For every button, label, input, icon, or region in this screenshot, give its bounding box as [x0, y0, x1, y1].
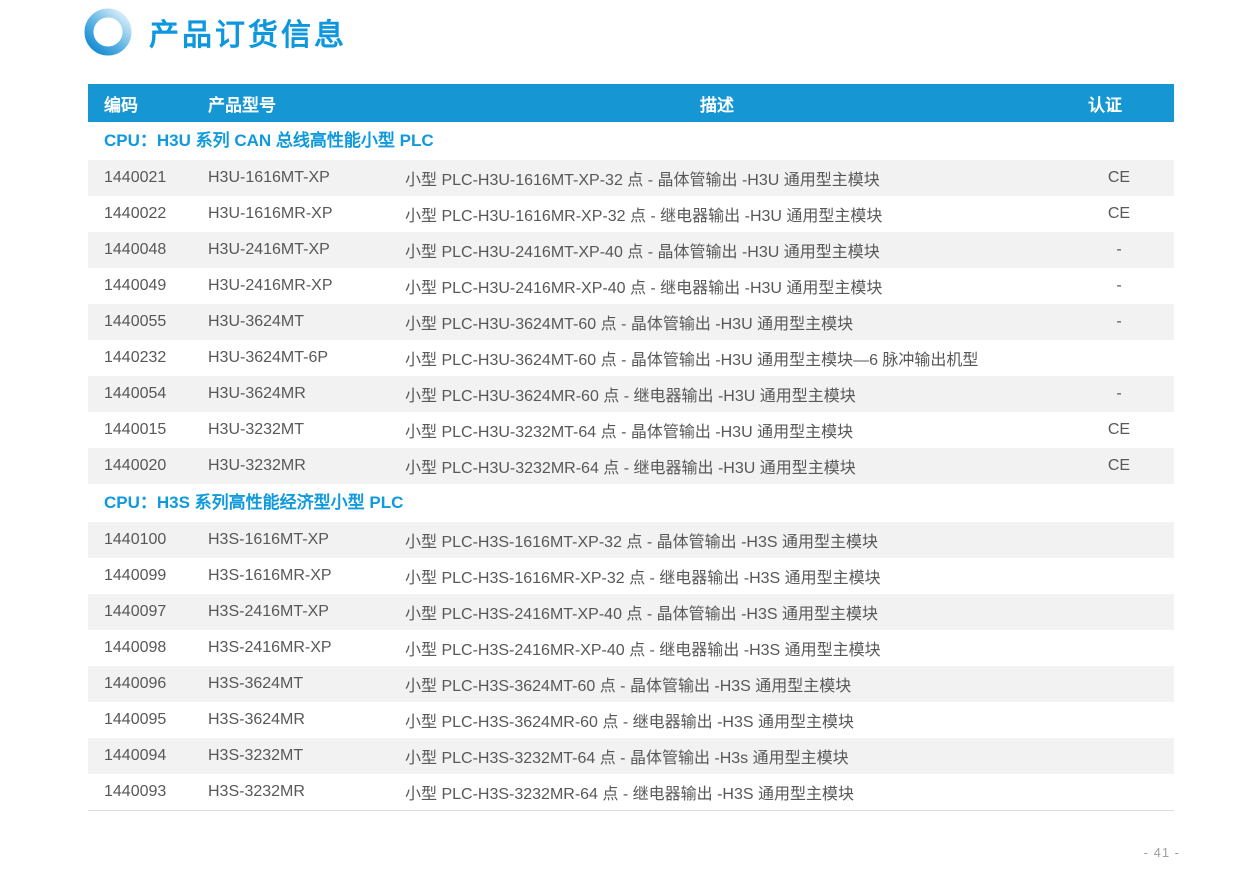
cell-code: 1440098 [104, 639, 167, 656]
cell-code: 1440093 [104, 783, 167, 800]
table-row: 1440093 H3S-3232MR 小型 PLC-H3S-3232MR-64 点 … [88, 774, 1174, 810]
cell-desc: 小型 PLC-H3S-1616MT-XP-32 点 - 晶体管输出 -H3S 通… [405, 534, 878, 551]
cell-code: 1440022 [104, 205, 167, 222]
cell-model: H3S-3624MR [208, 711, 305, 728]
cell-code: 1440055 [104, 313, 167, 330]
cell-model: H3U-2416MR-XP [208, 277, 333, 294]
cell-code: 1440097 [104, 603, 167, 620]
cell-model: H3U-2416MT-XP [208, 241, 330, 258]
cell-code: 1440021 [104, 169, 167, 186]
cell-desc: 小型 PLC-H3U-1616MR-XP-32 点 - 继电器输出 -H3U 通… [405, 208, 883, 225]
cell-desc: 小型 PLC-H3S-3232MT-64 点 - 晶体管输出 -H3s 通用型主… [405, 750, 849, 767]
table-body: CPU：H3U 系列 CAN 总线高性能小型 PLC 1440021 H3U-161… [88, 122, 1174, 810]
column-header-desc: 描述 [700, 95, 734, 115]
cell-code: 1440020 [104, 457, 167, 474]
cell-desc: 小型 PLC-H3S-2416MR-XP-40 点 - 继电器输出 -H3S 通… [405, 642, 881, 659]
cell-desc: 小型 PLC-H3U-2416MR-XP-40 点 - 继电器输出 -H3U 通… [405, 280, 883, 297]
page-title: 产品订货信息 [149, 19, 347, 52]
cell-desc: 小型 PLC-H3U-3624MR-60 点 - 继电器输出 -H3U 通用型主… [405, 388, 856, 405]
table-row: 1440097 H3S-2416MT-XP 小型 PLC-H3S-2416MT-XP… [88, 594, 1174, 630]
cell-desc: 小型 PLC-H3U-3624MT-60 点 - 晶体管输出 -H3U 通用型主… [405, 352, 979, 369]
table-row: 1440054 H3U-3624MR 小型 PLC-H3U-3624MR-60 点 … [88, 376, 1174, 412]
cell-model: H3S-3232MR [208, 783, 305, 800]
cell-desc: 小型 PLC-H3S-1616MR-XP-32 点 - 继电器输出 -H3S 通… [405, 570, 881, 587]
cell-code: 1440054 [104, 385, 167, 402]
table-row: 1440095 H3S-3624MR 小型 PLC-H3S-3624MR-60 点 … [88, 702, 1174, 738]
cell-code: 1440232 [104, 349, 167, 366]
cell-desc: 小型 PLC-H3U-1616MT-XP-32 点 - 晶体管输出 -H3U 通… [405, 172, 880, 189]
cell-cert: - [1116, 313, 1122, 330]
cell-cert: CE [1107, 421, 1131, 438]
table-row: 1440015 H3U-3232MT 小型 PLC-H3U-3232MT-64 点 … [88, 412, 1174, 448]
column-header-cert: 认证 [1088, 95, 1122, 115]
page-number: - 41 - [1143, 845, 1180, 860]
cell-model: H3S-2416MT-XP [208, 603, 329, 620]
table-row: 1440099 H3S-1616MR-XP 小型 PLC-H3S-1616MR-XP… [88, 558, 1174, 594]
cell-code: 1440048 [104, 241, 167, 258]
table-header-row: 编码 产品型号 描述 认证 [88, 84, 1174, 122]
cell-code: 1440049 [104, 277, 167, 294]
table-row: 1440232 H3U-3624MT-6P 小型 PLC-H3U-3624MT-60… [88, 340, 1174, 376]
table-row: 1440055 H3U-3624MT 小型 PLC-H3U-3624MT-60 点 … [88, 304, 1174, 340]
table-row: 1440021 H3U-1616MT-XP 小型 PLC-H3U-1616MT-XP… [88, 160, 1174, 196]
table-row: 1440098 H3S-2416MR-XP 小型 PLC-H3S-2416MR-XP… [88, 630, 1174, 666]
cell-model: H3U-1616MR-XP [208, 205, 333, 222]
cell-model: H3U-3232MT [208, 421, 305, 438]
cell-model: H3U-3624MT [208, 313, 305, 330]
table-row: 1440048 H3U-2416MT-XP 小型 PLC-H3U-2416MT-XP… [88, 232, 1174, 268]
cell-code: 1440015 [104, 421, 167, 438]
column-header-model: 产品型号 [208, 95, 276, 115]
cell-model: H3S-1616MT-XP [208, 531, 329, 548]
cell-desc: 小型 PLC-H3U-3232MR-64 点 - 继电器输出 -H3U 通用型主… [405, 460, 856, 477]
cell-code: 1440096 [104, 675, 167, 692]
cell-model: H3S-2416MR-XP [208, 639, 332, 656]
table-row: 1440020 H3U-3232MR 小型 PLC-H3U-3232MR-64 点 … [88, 448, 1174, 484]
cell-desc: 小型 PLC-H3U-2416MT-XP-40 点 - 晶体管输出 -H3U 通… [405, 244, 880, 261]
cell-cert: - [1116, 277, 1122, 294]
cell-model: H3S-3232MT [208, 747, 304, 764]
cell-model: H3U-3624MT-6P [208, 349, 329, 366]
column-header-code: 编码 [104, 95, 138, 115]
section-title: CPU：H3S 系列高性能经济型小型 PLC [88, 484, 1174, 522]
section-title: CPU：H3U 系列 CAN 总线高性能小型 PLC [88, 122, 1174, 160]
table-row: 1440022 H3U-1616MR-XP 小型 PLC-H3U-1616MR-XP… [88, 196, 1174, 232]
cell-code: 1440094 [104, 747, 167, 764]
cell-code: 1440095 [104, 711, 167, 728]
cell-desc: 小型 PLC-H3S-3624MT-60 点 - 晶体管输出 -H3S 通用型主… [405, 678, 852, 695]
cell-desc: 小型 PLC-H3S-3624MR-60 点 - 继电器输出 -H3S 通用型主… [405, 714, 854, 731]
cell-code: 1440100 [104, 531, 167, 548]
cell-desc: 小型 PLC-H3U-3624MT-60 点 - 晶体管输出 -H3U 通用型主… [405, 316, 854, 333]
cell-model: H3S-3624MT [208, 675, 304, 692]
cell-model: H3S-1616MR-XP [208, 567, 332, 584]
table-row: 1440096 H3S-3624MT 小型 PLC-H3S-3624MT-60 点 … [88, 666, 1174, 702]
cell-cert: CE [1107, 205, 1131, 222]
cell-cert: - [1116, 385, 1122, 402]
cell-model: H3U-3624MR [208, 385, 306, 402]
cell-model: H3U-1616MT-XP [208, 169, 330, 186]
page-header: 产品订货信息 [84, 8, 347, 56]
cell-desc: 小型 PLC-H3U-3232MT-64 点 - 晶体管输出 -H3U 通用型主… [405, 424, 854, 441]
cell-cert: CE [1107, 457, 1131, 474]
table-row: 1440100 H3S-1616MT-XP 小型 PLC-H3S-1616MT-XP… [88, 522, 1174, 558]
table-row: 1440049 H3U-2416MR-XP 小型 PLC-H3U-2416MR-XP… [88, 268, 1174, 304]
cell-cert: - [1116, 241, 1122, 258]
cell-cert: CE [1107, 169, 1131, 186]
cell-code: 1440099 [104, 567, 167, 584]
cell-desc: 小型 PLC-H3S-2416MT-XP-40 点 - 晶体管输出 -H3S 通… [405, 606, 878, 623]
ring-icon [84, 8, 132, 56]
cell-model: H3U-3232MR [208, 457, 306, 474]
product-order-table: 编码 产品型号 描述 认证 CPU：H3U 系列 CAN 总线高性能小型 PLC… [88, 84, 1174, 811]
table-row: 1440094 H3S-3232MT 小型 PLC-H3S-3232MT-64 点 … [88, 738, 1174, 774]
cell-desc: 小型 PLC-H3S-3232MR-64 点 - 继电器输出 -H3S 通用型主… [405, 786, 854, 803]
